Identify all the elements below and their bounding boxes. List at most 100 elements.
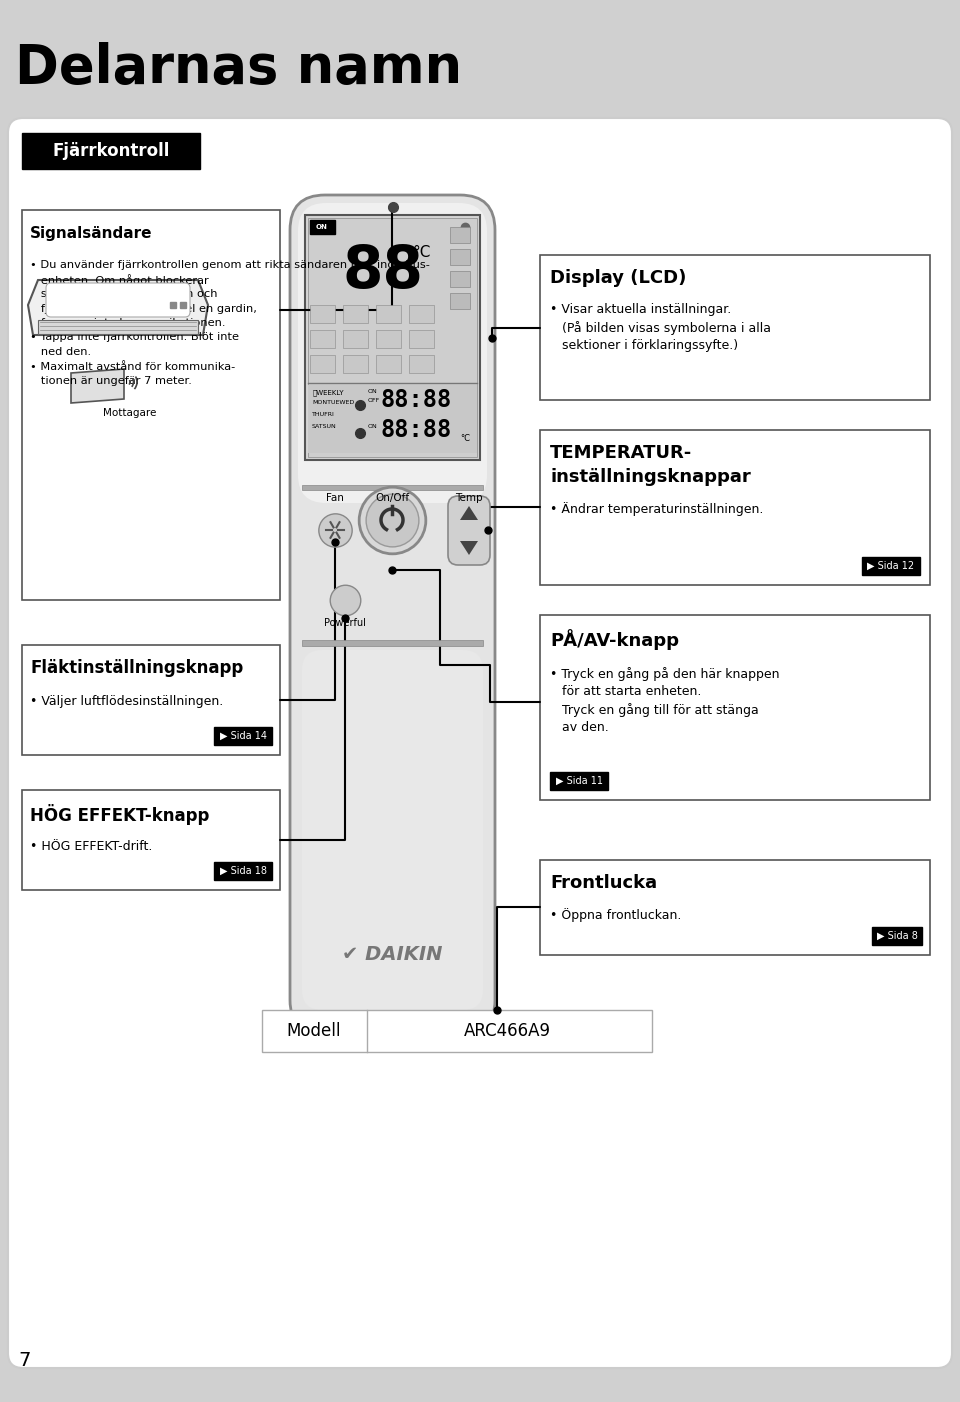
Text: Tryck en gång till för att stänga: Tryck en gång till för att stänga bbox=[550, 702, 758, 716]
Text: 7: 7 bbox=[18, 1350, 31, 1370]
FancyBboxPatch shape bbox=[308, 217, 477, 457]
Text: Fjärrkontroll: Fjärrkontroll bbox=[52, 142, 170, 160]
Text: Delarnas namn: Delarnas namn bbox=[15, 42, 462, 94]
Bar bbox=[376, 355, 401, 373]
Text: OFF: OFF bbox=[368, 398, 380, 402]
Text: ▶ Sida 18: ▶ Sida 18 bbox=[220, 866, 267, 876]
Text: ARC466A9: ARC466A9 bbox=[464, 1022, 550, 1040]
Text: fjärrkontrollen, till exempel en gardin,: fjärrkontrollen, till exempel en gardin, bbox=[30, 303, 257, 314]
Text: (På bilden visas symbolerna i alla: (På bilden visas symbolerna i alla bbox=[550, 321, 771, 335]
Text: ned den.: ned den. bbox=[30, 348, 91, 358]
Text: Modell: Modell bbox=[287, 1022, 341, 1040]
Text: 88: 88 bbox=[343, 243, 423, 300]
Bar bbox=[343, 355, 368, 373]
Bar bbox=[214, 728, 272, 744]
Text: Display (LCD): Display (LCD) bbox=[550, 269, 686, 287]
Text: • HÖG EFFEKT-drift.: • HÖG EFFEKT-drift. bbox=[30, 840, 153, 852]
Bar bbox=[450, 227, 470, 243]
Bar bbox=[409, 329, 434, 348]
Text: fungerar inte kommunikationen.: fungerar inte kommunikationen. bbox=[30, 318, 226, 328]
Bar bbox=[540, 255, 930, 400]
Text: ON: ON bbox=[368, 388, 377, 394]
Bar bbox=[22, 645, 280, 756]
Bar bbox=[376, 306, 401, 322]
Text: • Maximalt avstånd för kommunika-: • Maximalt avstånd för kommunika- bbox=[30, 362, 235, 372]
Text: ▶ Sida 14: ▶ Sida 14 bbox=[220, 730, 267, 742]
Text: ▶ Sida 11: ▶ Sida 11 bbox=[556, 775, 603, 787]
Text: Fläktinställningsknapp: Fläktinställningsknapp bbox=[30, 659, 243, 677]
Bar bbox=[22, 210, 280, 600]
Bar bbox=[450, 293, 470, 308]
FancyBboxPatch shape bbox=[448, 496, 490, 565]
Text: enheten. Om något blockerar: enheten. Om något blockerar bbox=[30, 275, 208, 286]
Text: inställningsknappar: inställningsknappar bbox=[550, 468, 751, 486]
Text: MONTUEWED: MONTUEWED bbox=[312, 400, 354, 405]
FancyBboxPatch shape bbox=[46, 283, 190, 317]
Text: ▶ Sida 8: ▶ Sida 8 bbox=[876, 931, 918, 941]
Text: ✔ DAIKIN: ✔ DAIKIN bbox=[343, 945, 443, 965]
Bar bbox=[376, 329, 401, 348]
Bar bbox=[310, 306, 335, 322]
Text: Temp: Temp bbox=[455, 494, 483, 503]
Bar bbox=[343, 306, 368, 322]
Text: Mottagare: Mottagare bbox=[103, 408, 156, 418]
Polygon shape bbox=[71, 369, 124, 402]
Text: TEMPERATUR-: TEMPERATUR- bbox=[550, 444, 692, 463]
Bar bbox=[540, 615, 930, 801]
FancyBboxPatch shape bbox=[290, 195, 495, 1035]
Bar bbox=[310, 329, 335, 348]
Text: signalerna mellan enheten och: signalerna mellan enheten och bbox=[30, 289, 218, 299]
Text: ON: ON bbox=[368, 423, 377, 429]
FancyBboxPatch shape bbox=[8, 118, 952, 1368]
Text: ⓆWEEKLY: ⓆWEEKLY bbox=[313, 388, 345, 395]
Text: ▶ Sida 12: ▶ Sida 12 bbox=[868, 561, 915, 571]
Text: • Tryck en gång på den här knappen: • Tryck en gång på den här knappen bbox=[550, 667, 780, 681]
Text: °C: °C bbox=[460, 435, 470, 443]
Polygon shape bbox=[28, 280, 208, 335]
Text: Powerful: Powerful bbox=[324, 618, 366, 628]
Text: Frontlucka: Frontlucka bbox=[550, 873, 658, 892]
Bar bbox=[310, 220, 335, 234]
Text: Fan: Fan bbox=[326, 494, 344, 503]
Bar bbox=[302, 485, 483, 491]
Text: 88:88: 88:88 bbox=[381, 388, 452, 412]
FancyBboxPatch shape bbox=[298, 203, 487, 503]
Polygon shape bbox=[460, 541, 478, 555]
Text: On/Off: On/Off bbox=[375, 494, 409, 503]
Bar bbox=[450, 250, 470, 265]
Text: PÅ/AV-knapp: PÅ/AV-knapp bbox=[550, 629, 679, 651]
Text: för att starta enheten.: för att starta enheten. bbox=[550, 686, 702, 698]
Polygon shape bbox=[460, 506, 478, 520]
Bar bbox=[409, 306, 434, 322]
Bar bbox=[214, 862, 272, 880]
Bar bbox=[550, 773, 608, 789]
Text: ON: ON bbox=[316, 224, 328, 230]
Text: av den.: av den. bbox=[550, 721, 609, 735]
Bar bbox=[308, 386, 477, 453]
Bar bbox=[0, 0, 960, 115]
Text: tionen är ungefär 7 meter.: tionen är ungefär 7 meter. bbox=[30, 376, 192, 386]
Text: °C: °C bbox=[413, 245, 431, 259]
Bar bbox=[262, 1009, 652, 1052]
Bar bbox=[872, 927, 922, 945]
Text: Signalsändare: Signalsändare bbox=[30, 226, 153, 241]
FancyBboxPatch shape bbox=[302, 651, 483, 1009]
Text: THUFRI: THUFRI bbox=[312, 412, 335, 416]
Bar bbox=[22, 133, 200, 170]
Text: sektioner i förklaringssyfte.): sektioner i förklaringssyfte.) bbox=[550, 339, 738, 352]
FancyBboxPatch shape bbox=[305, 215, 480, 460]
Bar bbox=[409, 355, 434, 373]
Text: • Öppna frontluckan.: • Öppna frontluckan. bbox=[550, 908, 682, 923]
Bar bbox=[38, 320, 198, 334]
Bar bbox=[862, 557, 920, 575]
Text: SATSUN: SATSUN bbox=[312, 423, 337, 429]
Text: • Du använder fjärrkontrollen genom att rikta sändaren mot inomhus-: • Du använder fjärrkontrollen genom att … bbox=[30, 259, 430, 271]
Text: • Visar aktuella inställningar.: • Visar aktuella inställningar. bbox=[550, 303, 732, 315]
Text: HÖG EFFEKT-knapp: HÖG EFFEKT-knapp bbox=[30, 803, 209, 824]
Bar bbox=[450, 271, 470, 287]
Bar bbox=[22, 789, 280, 890]
Bar bbox=[343, 329, 368, 348]
Text: • Tappa inte fjärrkontrollen. Blöt inte: • Tappa inte fjärrkontrollen. Blöt inte bbox=[30, 332, 239, 342]
Text: • Ändrar temperaturinställningen.: • Ändrar temperaturinställningen. bbox=[550, 502, 763, 516]
Bar bbox=[310, 355, 335, 373]
